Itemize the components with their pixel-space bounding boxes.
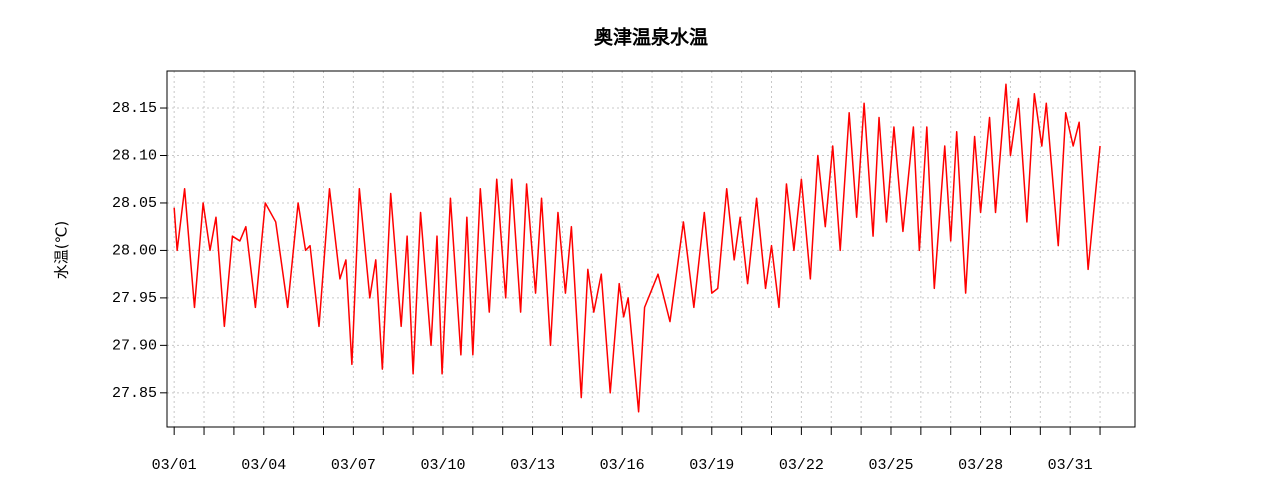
x-tick-label: 03/25 bbox=[868, 457, 913, 474]
x-tick-label: 03/01 bbox=[152, 457, 197, 474]
y-tick-label: 27.85 bbox=[112, 385, 157, 402]
y-tick-label: 28.10 bbox=[112, 147, 157, 164]
y-tick-label: 27.90 bbox=[112, 337, 157, 354]
chart-title: 奥津温泉水温 bbox=[594, 26, 708, 49]
y-tick-label: 27.95 bbox=[112, 290, 157, 307]
x-tick-label: 03/22 bbox=[779, 457, 824, 474]
plot-frame bbox=[166, 70, 1136, 428]
x-tick-label: 03/13 bbox=[510, 457, 555, 474]
y-tick-label: 28.05 bbox=[112, 195, 157, 212]
x-tick-label: 03/10 bbox=[420, 457, 465, 474]
y-tick-label: 28.00 bbox=[112, 242, 157, 259]
y-tick-label: 28.15 bbox=[112, 100, 157, 117]
data-line bbox=[173, 83, 1101, 413]
x-tick-label: 03/16 bbox=[600, 457, 645, 474]
x-tick-label: 03/19 bbox=[689, 457, 734, 474]
x-tick-label: 03/07 bbox=[331, 457, 376, 474]
x-tick-label: 03/04 bbox=[241, 457, 286, 474]
y-axis-label: 水温(℃) bbox=[53, 221, 71, 280]
x-tick-label: 03/28 bbox=[958, 457, 1003, 474]
x-tick-label: 03/31 bbox=[1048, 457, 1093, 474]
